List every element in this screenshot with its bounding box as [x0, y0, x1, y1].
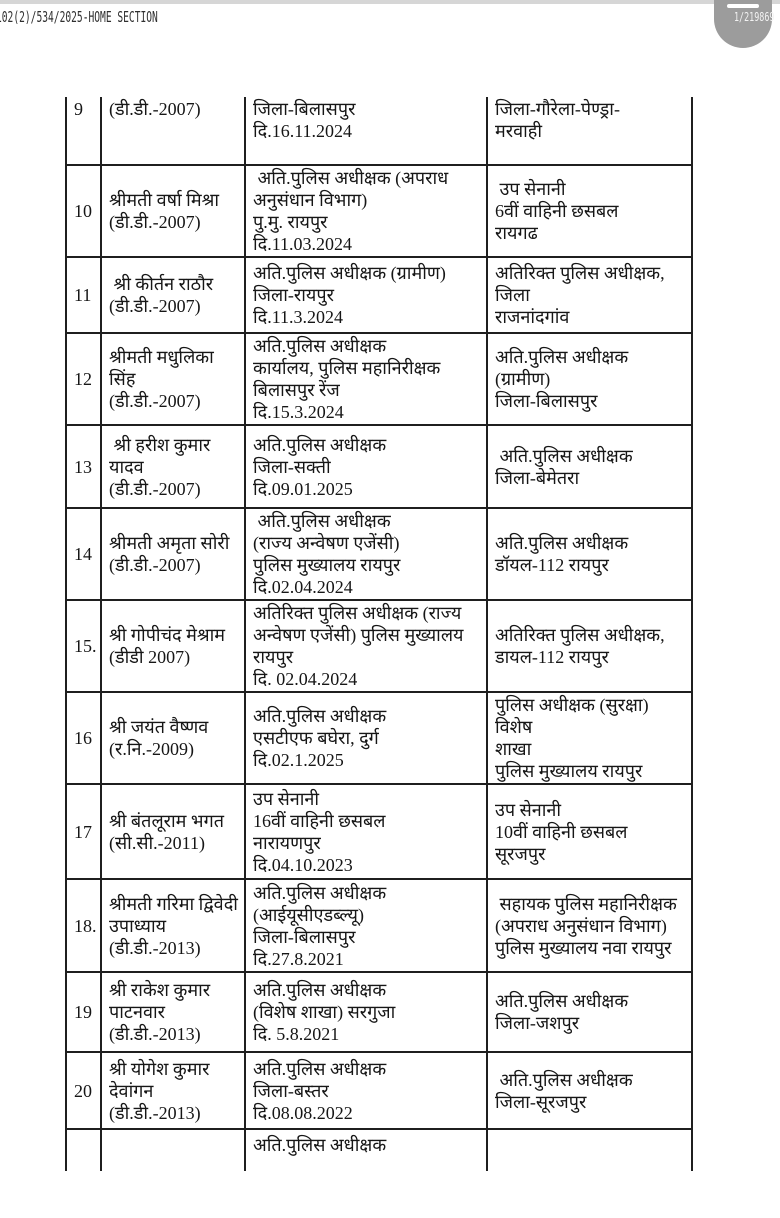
current-posting-cell: अति.पुलिस अधीक्षक (अपराध अनुसंधान विभाग)…	[244, 164, 488, 258]
new-posting-cell: उप सेनानी 10वीं वाहिनी छसबल सूरजपुर	[486, 783, 693, 880]
serial-cell: 16	[65, 691, 102, 785]
table-row: 9 (डी.डी.-2007) जिला-बिलासपुर दि.16.11.2…	[65, 97, 693, 166]
table-row: 12 श्रीमती मधुलिका सिंह (डी.डी.-2007) अत…	[65, 332, 693, 426]
table-row: 13 श्री हरीश कुमार यादव (डी.डी.-2007) अत…	[65, 424, 693, 509]
current-posting-cell: जिला-बिलासपुर दि.16.11.2024	[244, 97, 488, 166]
serial-cell: 12	[65, 332, 102, 426]
name-cell: श्री राकेश कुमार पाटनवार (डी.डी.-2013)	[100, 971, 246, 1053]
name-cell: श्री बंतलूराम भगत (सी.सी.-2011)	[100, 783, 246, 880]
current-posting-cell: अतिरिक्त पुलिस अधीक्षक (राज्य अन्वेषण एज…	[244, 599, 488, 693]
name-cell: श्री जयंत वैष्णव (र.नि.-2009)	[100, 691, 246, 785]
name-cell: श्री गोपीचंद मेश्राम (डीडी 2007)	[100, 599, 246, 693]
table-row: 18. श्रीमती गरिमा द्विवेदी उपाध्याय (डी.…	[65, 878, 693, 973]
table-row: 14 श्रीमती अमृता सोरी (डी.डी.-2007) अति.…	[65, 507, 693, 601]
top-divider	[0, 0, 780, 4]
new-posting-cell: जिला-गौरेला-पेण्ड्रा- मरवाही	[486, 97, 693, 166]
name-cell: श्री हरीश कुमार यादव (डी.डी.-2007)	[100, 424, 246, 509]
table-row: 15. श्री गोपीचंद मेश्राम (डीडी 2007) अति…	[65, 599, 693, 693]
serial-cell	[65, 1128, 102, 1171]
current-posting-cell: उप सेनानी 16वीं वाहिनी छसबल नारायणपुर दि…	[244, 783, 488, 880]
page-scroll-indicator[interactable]: 1/219869	[714, 0, 775, 48]
serial-cell: 20	[65, 1051, 102, 1130]
drag-handle-icon	[727, 4, 759, 8]
serial-cell: 15.	[65, 599, 102, 693]
file-number: 102(2)/534/2025-HOME SECTION	[0, 8, 158, 26]
current-posting-cell: अति.पुलिस अधीक्षक (ग्रामीण) जिला-रायपुर …	[244, 256, 488, 334]
table-row: 11 श्री कीर्तन राठौर (डी.डी.-2007) अति.प…	[65, 256, 693, 334]
page-indicator-label: 1/219869	[734, 10, 775, 24]
name-cell: श्रीमती अमृता सोरी (डी.डी.-2007)	[100, 507, 246, 601]
table-row: 19 श्री राकेश कुमार पाटनवार (डी.डी.-2013…	[65, 971, 693, 1053]
serial-cell: 19	[65, 971, 102, 1053]
new-posting-cell: अति.पुलिस अधीक्षक जिला-जशपुर	[486, 971, 693, 1053]
serial-cell: 17	[65, 783, 102, 880]
current-posting-cell: अति.पुलिस अधीक्षक जिला-बस्तर दि.08.08.20…	[244, 1051, 488, 1130]
new-posting-cell: उप सेनानी 6वीं वाहिनी छसबल रायगढ	[486, 164, 693, 258]
new-posting-cell	[486, 1128, 693, 1171]
current-posting-cell: अति.पुलिस अधीक्षक (आईयूसीएडब्ल्यू) जिला-…	[244, 878, 488, 973]
current-posting-cell: अति.पुलिस अधीक्षक (विशेष शाखा) सरगुजा दि…	[244, 971, 488, 1053]
serial-cell: 13	[65, 424, 102, 509]
current-posting-cell: अति.पुलिस अधीक्षक एसटीएफ बघेरा, दुर्ग दि…	[244, 691, 488, 785]
serial-cell: 10	[65, 164, 102, 258]
table-row: 20 श्री योगेश कुमार देवांगन (डी.डी.-2013…	[65, 1051, 693, 1130]
new-posting-cell: पुलिस अधीक्षक (सुरक्षा) विशेष शाखा पुलिस…	[486, 691, 693, 785]
new-posting-cell: अतिरिक्त पुलिस अधीक्षक, जिला राजनांदगांव	[486, 256, 693, 334]
new-posting-cell: अति.पुलिस अधीक्षक जिला-सूरजपुर	[486, 1051, 693, 1130]
new-posting-cell: अति.पुलिस अधीक्षक डॉयल-112 रायपुर	[486, 507, 693, 601]
name-cell: श्री योगेश कुमार देवांगन (डी.डी.-2013)	[100, 1051, 246, 1130]
new-posting-cell: अतिरिक्त पुलिस अधीक्षक, डायल-112 रायपुर	[486, 599, 693, 693]
table-row: 10 श्रीमती वर्षा मिश्रा (डी.डी.-2007) अत…	[65, 164, 693, 258]
new-posting-cell: अति.पुलिस अधीक्षक जिला-बेमेतरा	[486, 424, 693, 509]
table-row: 16 श्री जयंत वैष्णव (र.नि.-2009) अति.पुल…	[65, 691, 693, 785]
officers-transfer-table: 9 (डी.डी.-2007) जिला-बिलासपुर दि.16.11.2…	[65, 97, 693, 1171]
table-row: 17 श्री बंतलूराम भगत (सी.सी.-2011) उप से…	[65, 783, 693, 880]
table-row: अति.पुलिस अधीक्षक	[65, 1128, 693, 1171]
name-cell: श्री कीर्तन राठौर (डी.डी.-2007)	[100, 256, 246, 334]
serial-cell: 9	[65, 97, 102, 166]
name-cell: (डी.डी.-2007)	[100, 97, 246, 166]
current-posting-cell: अति.पुलिस अधीक्षक जिला-सक्ती दि.09.01.20…	[244, 424, 488, 509]
new-posting-cell: सहायक पुलिस महानिरीक्षक (अपराध अनुसंधान …	[486, 878, 693, 973]
name-cell: श्रीमती गरिमा द्विवेदी उपाध्याय (डी.डी.-…	[100, 878, 246, 973]
name-cell	[100, 1128, 246, 1171]
name-cell: श्रीमती वर्षा मिश्रा (डी.डी.-2007)	[100, 164, 246, 258]
serial-cell: 14	[65, 507, 102, 601]
name-cell: श्रीमती मधुलिका सिंह (डी.डी.-2007)	[100, 332, 246, 426]
current-posting-cell: अति.पुलिस अधीक्षक कार्यालय, पुलिस महानिर…	[244, 332, 488, 426]
serial-cell: 18.	[65, 878, 102, 973]
current-posting-cell: अति.पुलिस अधीक्षक (राज्य अन्वेषण एजेंसी)…	[244, 507, 488, 601]
current-posting-cell: अति.पुलिस अधीक्षक	[244, 1128, 488, 1171]
serial-cell: 11	[65, 256, 102, 334]
new-posting-cell: अति.पुलिस अधीक्षक (ग्रामीण) जिला-बिलासपु…	[486, 332, 693, 426]
